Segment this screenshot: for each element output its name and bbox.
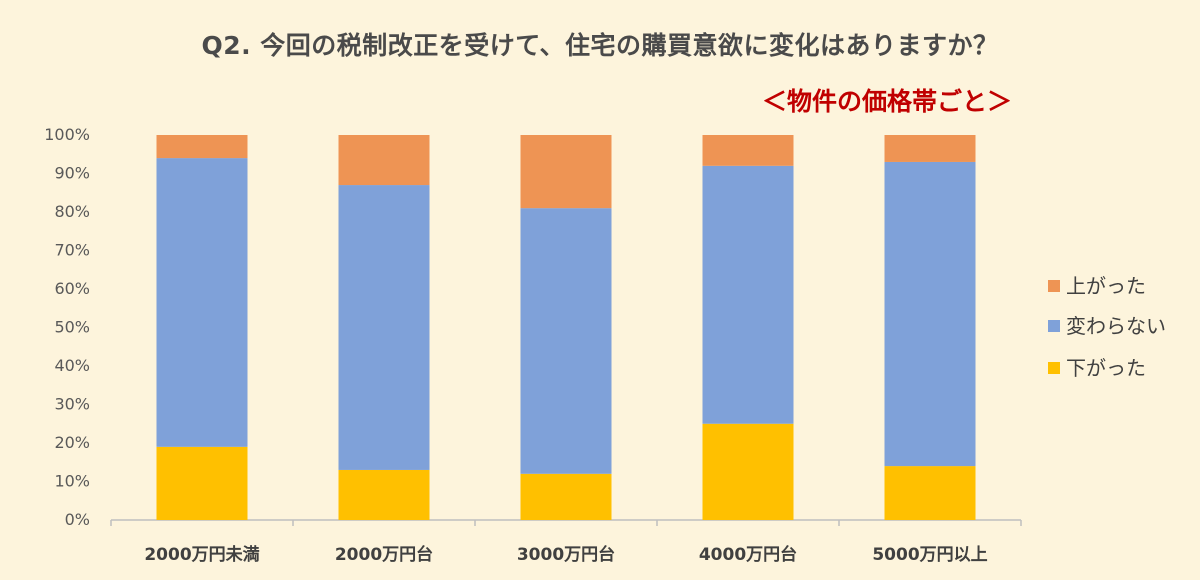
legend-label: 下がった <box>1066 356 1146 380</box>
bar-segment <box>884 135 976 162</box>
bar-segment <box>156 158 248 447</box>
y-tick-label: 60% <box>54 279 90 298</box>
bar-segment <box>884 161 976 467</box>
legend-swatch <box>1048 362 1060 374</box>
bar-segment <box>338 469 430 520</box>
y-tick-label: 70% <box>54 241 90 260</box>
y-tick-label: 50% <box>54 318 90 337</box>
y-tick-label: 40% <box>54 356 90 375</box>
bar-segment <box>884 466 976 520</box>
x-category-label: 3000万円台 <box>517 544 615 565</box>
legend-label: 上がった <box>1066 274 1146 298</box>
y-tick-label: 30% <box>54 395 90 414</box>
bar-segment <box>520 135 612 209</box>
bar-segment <box>520 473 612 520</box>
x-category-label: 2000万円未満 <box>144 544 259 565</box>
bar-segment <box>338 185 430 470</box>
bar-segment <box>338 135 430 186</box>
y-tick-label: 10% <box>54 472 90 491</box>
y-tick-label: 0% <box>65 510 90 529</box>
y-tick-label: 100% <box>44 125 90 144</box>
x-category-label: 2000万円台 <box>335 544 433 565</box>
chart-title: Q2. 今回の税制改正を受けて、住宅の購買意欲に変化はありますか？ <box>201 31 999 60</box>
bar-segment <box>702 423 794 520</box>
y-tick-label: 80% <box>54 202 90 221</box>
bar-segment <box>156 135 248 159</box>
y-tick-label: 90% <box>54 164 90 183</box>
bar-segment <box>702 135 794 166</box>
legend-swatch <box>1048 320 1060 332</box>
chart-subtitle: ＜物件の価格帯ごと＞ <box>762 87 1013 116</box>
bar-segment <box>520 208 612 474</box>
legend-label: 変わらない <box>1066 314 1166 338</box>
y-tick-label: 20% <box>54 433 90 452</box>
legend-swatch <box>1048 280 1060 292</box>
x-category-label: 4000万円台 <box>699 544 797 565</box>
bar-segment <box>156 446 248 520</box>
bar-segment <box>702 165 794 424</box>
x-category-label: 5000万円以上 <box>872 545 987 565</box>
